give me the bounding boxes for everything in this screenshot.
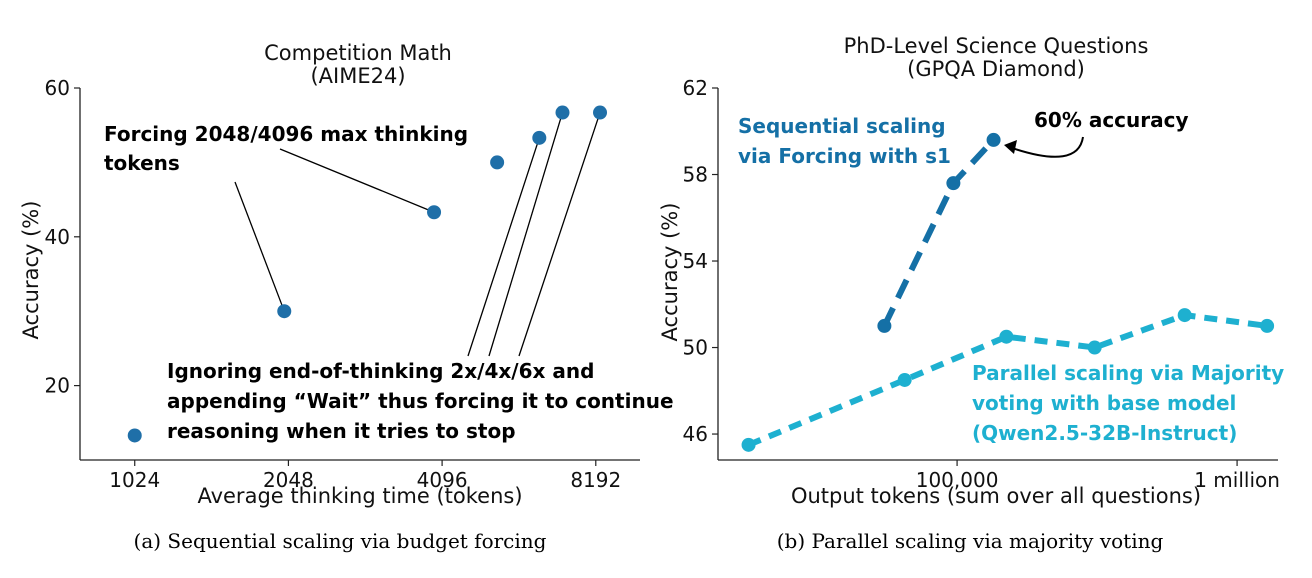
chart-b-label-parallel-line3: (Qwen2.5-32B-Instruct): [972, 421, 1237, 445]
chart-b: PhD-Level Science Questions (GPQA Diamon…: [658, 34, 1284, 553]
chart-b-xlabel: Output tokens (sum over all questions): [791, 484, 1201, 508]
chart-b-point-sequential: [946, 176, 961, 191]
chart-b-title: PhD-Level Science Questions: [844, 34, 1149, 58]
chart-a-point: [127, 428, 142, 443]
chart-a: Competition Math (AIME24) 20 40 60 1024 204…: [19, 41, 674, 553]
chart-a-ytick-label: 20: [45, 374, 70, 398]
chart-b-point-parallel: [741, 437, 756, 452]
chart-b-ytick-label: 54: [683, 249, 708, 273]
chart-a-point: [532, 130, 547, 145]
chart-b-point-parallel: [1260, 318, 1275, 333]
chart-a-ylabel: Accuracy (%): [19, 201, 43, 340]
chart-b-ytick-label: 46: [683, 422, 708, 446]
chart-a-point: [555, 105, 570, 120]
chart-a-xlabel: Average thinking time (tokens): [197, 484, 522, 508]
chart-b-point-parallel: [1177, 308, 1192, 323]
chart-a-annotation-forcing: Forcing 2048/4096 max thinking tokens: [104, 122, 468, 175]
chart-b-x-ticks: 100,000 1 million: [916, 460, 1280, 492]
chart-b-y-ticks: 46 50 54 58 62: [683, 76, 718, 446]
chart-b-caption: (b) Parallel scaling via majority voting: [777, 529, 1164, 553]
chart-b-xtick-label: 100,000: [916, 468, 999, 492]
chart-a-annotation-ignoring-line2: appending “Wait” thus forcing it to cont…: [167, 389, 674, 413]
chart-b-annotation-arrow: [1011, 136, 1084, 158]
chart-a-point: [427, 205, 442, 220]
chart-b-annotation-arrowhead: [1004, 140, 1017, 154]
chart-a-point: [593, 105, 608, 120]
chart-b-series-line-parallel: [747, 312, 1268, 448]
chart-a-leader-line: [234, 181, 285, 312]
chart-b-series: [741, 132, 1275, 452]
chart-a-ytick-label: 60: [45, 76, 70, 100]
chart-a-subtitle: (AIME24): [310, 64, 405, 88]
chart-a-leader-line: [518, 112, 601, 357]
chart-a-xtick-label: 1024: [109, 468, 160, 492]
chart-a-annotation-ignoring-line3: reasoning when it tries to stop: [167, 419, 516, 443]
chart-b-point-parallel: [1087, 340, 1102, 355]
chart-a-point: [490, 155, 505, 170]
chart-b-label-parallel: Parallel scaling via Majority voting wit…: [972, 361, 1284, 445]
chart-a-annotation-ignoring-line1: Ignoring end-of-thinking 2x/4x/6x and: [167, 359, 594, 383]
chart-a-leader-line: [488, 112, 564, 357]
chart-b-ytick-label: 62: [683, 76, 708, 100]
chart-b-point-parallel: [897, 372, 912, 387]
chart-a-title: Competition Math: [264, 41, 452, 65]
chart-b-ytick-label: 50: [683, 336, 708, 360]
chart-b-point-sequential: [877, 318, 892, 333]
chart-b-point-parallel: [999, 329, 1014, 344]
chart-b-point-sequential: [986, 132, 1001, 147]
chart-a-annotation-leaders: [234, 112, 601, 357]
chart-b-label-sequential: Sequential scaling via Forcing with s1: [738, 114, 951, 168]
chart-a-ytick-label: 40: [45, 225, 70, 249]
chart-a-annotation-ignoring: Ignoring end-of-thinking 2x/4x/6x and ap…: [167, 359, 674, 443]
chart-a-annotation-forcing-line1: Forcing 2048/4096 max thinking: [104, 122, 468, 146]
chart-a-y-ticks: 20 40 60: [45, 76, 80, 398]
chart-b-label-parallel-line1: Parallel scaling via Majority: [972, 361, 1284, 385]
chart-a-point: [277, 304, 292, 319]
chart-a-xtick-label: 4096: [417, 468, 468, 492]
chart-a-xtick-label: 8192: [570, 468, 621, 492]
chart-b-annotation-60-accuracy: 60% accuracy: [1034, 108, 1189, 132]
chart-a-leader-line: [279, 148, 435, 213]
chart-a-caption: (a) Sequential scaling via budget forcin…: [134, 529, 547, 553]
chart-b-xtick-label: 1 million: [1194, 468, 1280, 492]
chart-b-subtitle: (GPQA Diamond): [907, 57, 1085, 81]
chart-b-label-sequential-line2: via Forcing with s1: [738, 144, 951, 168]
chart-b-label-parallel-line2: voting with base model: [972, 391, 1236, 415]
chart-a-xtick-label: 2048: [263, 468, 314, 492]
chart-b-ytick-label: 58: [683, 163, 708, 187]
chart-b-ylabel: Accuracy (%): [658, 203, 682, 342]
chart-a-points: [127, 105, 608, 443]
chart-b-label-sequential-line1: Sequential scaling: [738, 114, 946, 138]
chart-a-annotation-forcing-line2: tokens: [104, 151, 180, 175]
chart-a-x-ticks: 1024 2048 4096 8192: [109, 460, 621, 492]
chart-a-leader-line: [467, 137, 540, 357]
